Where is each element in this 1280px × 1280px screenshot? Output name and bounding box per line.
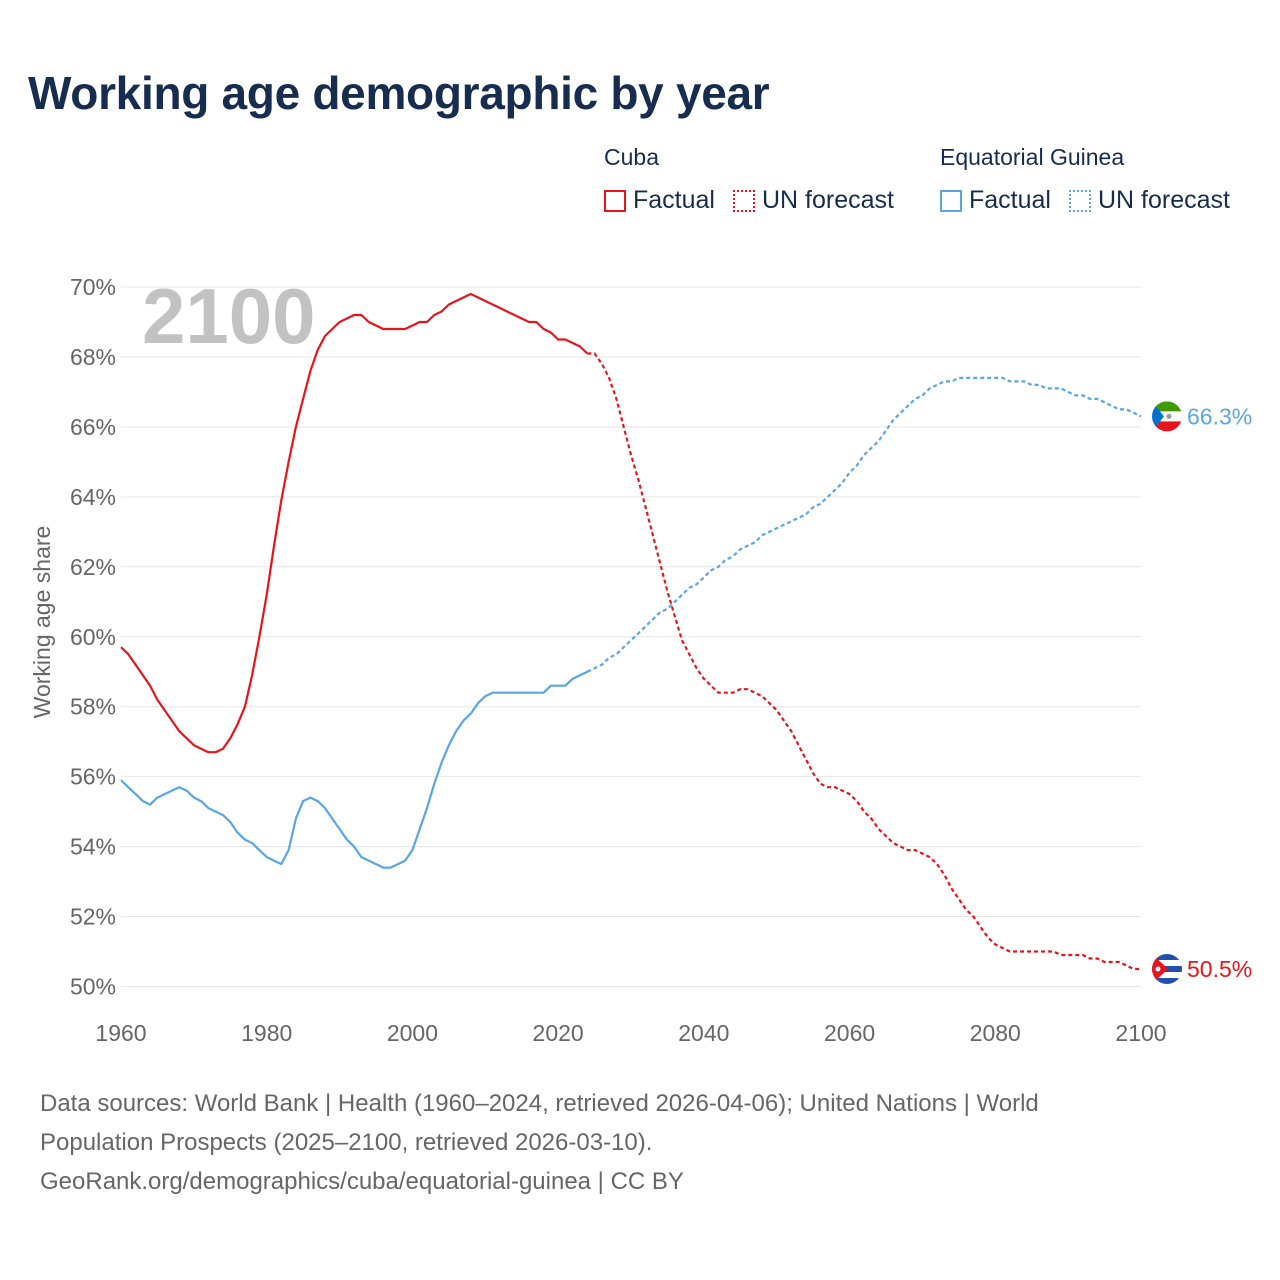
series-line-forecast — [586, 376, 1142, 673]
x-tick-label: 1960 — [95, 1020, 146, 1046]
y-tick-label: 68% — [70, 344, 116, 370]
legend-label: UN forecast — [761, 186, 894, 214]
y-tick-label: 50% — [70, 974, 116, 1000]
y-tick-label: 70% — [70, 274, 116, 300]
flag-stripe — [1152, 972, 1182, 979]
legend-group-cuba: Cuba Factual UN forecast — [604, 144, 912, 215]
legend-swatch-dotted — [1068, 189, 1091, 212]
series-line-factual — [120, 292, 589, 754]
legend-group-equatorial-guinea: Equatorial Guinea Factual UN forecast — [940, 144, 1248, 215]
y-tick-label: 54% — [70, 834, 116, 860]
series-line-forecast — [587, 352, 1141, 971]
cuba-flag-icon — [1152, 954, 1182, 985]
chart-title: Working age demographic by year — [28, 67, 770, 119]
legend-item-cuba-factual[interactable]: Factual — [604, 186, 715, 215]
source-line: Population Prospects (2025–2100, retriev… — [40, 1129, 653, 1156]
flag-body — [1152, 954, 1182, 985]
flag-stripe — [1152, 954, 1182, 961]
flag-stripe — [1152, 960, 1182, 967]
legend-label: Factual — [969, 186, 1051, 214]
flag-emblem — [1166, 413, 1172, 419]
x-tick-label: 2060 — [824, 1020, 875, 1046]
legend-item-eq-guinea-forecast[interactable]: UN forecast — [1068, 186, 1230, 215]
x-tick-label: 2100 — [1115, 1020, 1166, 1046]
end-value-label: 66.3% — [1187, 403, 1252, 429]
line-chart: 50% 52% 54% 56% 58% 60% 62% 64% 66% 68% 70% 1960 198… — [29, 272, 1252, 1046]
y-tick-label: 66% — [70, 414, 116, 440]
legend-item-eq-guinea-factual[interactable]: Factual — [940, 186, 1051, 215]
x-tick-label: 2040 — [678, 1020, 729, 1046]
end-value-label: 50.5% — [1187, 956, 1252, 982]
legend-item-cuba-forecast[interactable]: UN forecast — [732, 186, 894, 215]
x-tick-label: 2020 — [533, 1020, 584, 1046]
y-axis-label: Working age share — [29, 526, 55, 719]
source-link[interactable]: GeoRank.org/demographics/cuba/equatorial… — [40, 1168, 684, 1195]
legend-swatch-solid — [604, 189, 626, 212]
legend-group-name: Cuba — [604, 144, 659, 170]
legend-group-name: Equatorial Guinea — [940, 144, 1125, 170]
year-watermark: 2100 — [142, 272, 316, 360]
y-tick-label: 62% — [70, 554, 116, 580]
flag-stripe — [1152, 421, 1182, 432]
y-tick-label: 60% — [70, 624, 116, 650]
legend-swatch-dotted — [732, 189, 755, 212]
x-tick-label: 2000 — [387, 1020, 438, 1046]
y-tick-label: 56% — [70, 764, 116, 790]
equatorial-guinea-flag-icon — [1152, 401, 1182, 432]
y-tick-label: 64% — [70, 484, 116, 510]
flag-stripe — [1152, 401, 1182, 412]
legend-label: Factual — [633, 186, 715, 214]
series-line-factual — [120, 670, 588, 869]
flag-stripe — [1152, 978, 1182, 985]
legend-label: UN forecast — [1097, 186, 1230, 214]
flag-triangle — [1152, 401, 1164, 432]
y-tick-label: 58% — [70, 694, 116, 720]
legend-swatch-solid — [940, 189, 962, 212]
source-note: Data sources: World Bank | Health (1960–… — [40, 1084, 1180, 1201]
source-line: Data sources: World Bank | Health (1960–… — [40, 1090, 1039, 1117]
flag-body — [1152, 401, 1182, 432]
y-tick-label: 52% — [70, 904, 116, 930]
x-tick-label: 1980 — [241, 1020, 292, 1046]
flag-star — [1155, 966, 1161, 972]
x-tick-label: 2080 — [970, 1020, 1021, 1046]
